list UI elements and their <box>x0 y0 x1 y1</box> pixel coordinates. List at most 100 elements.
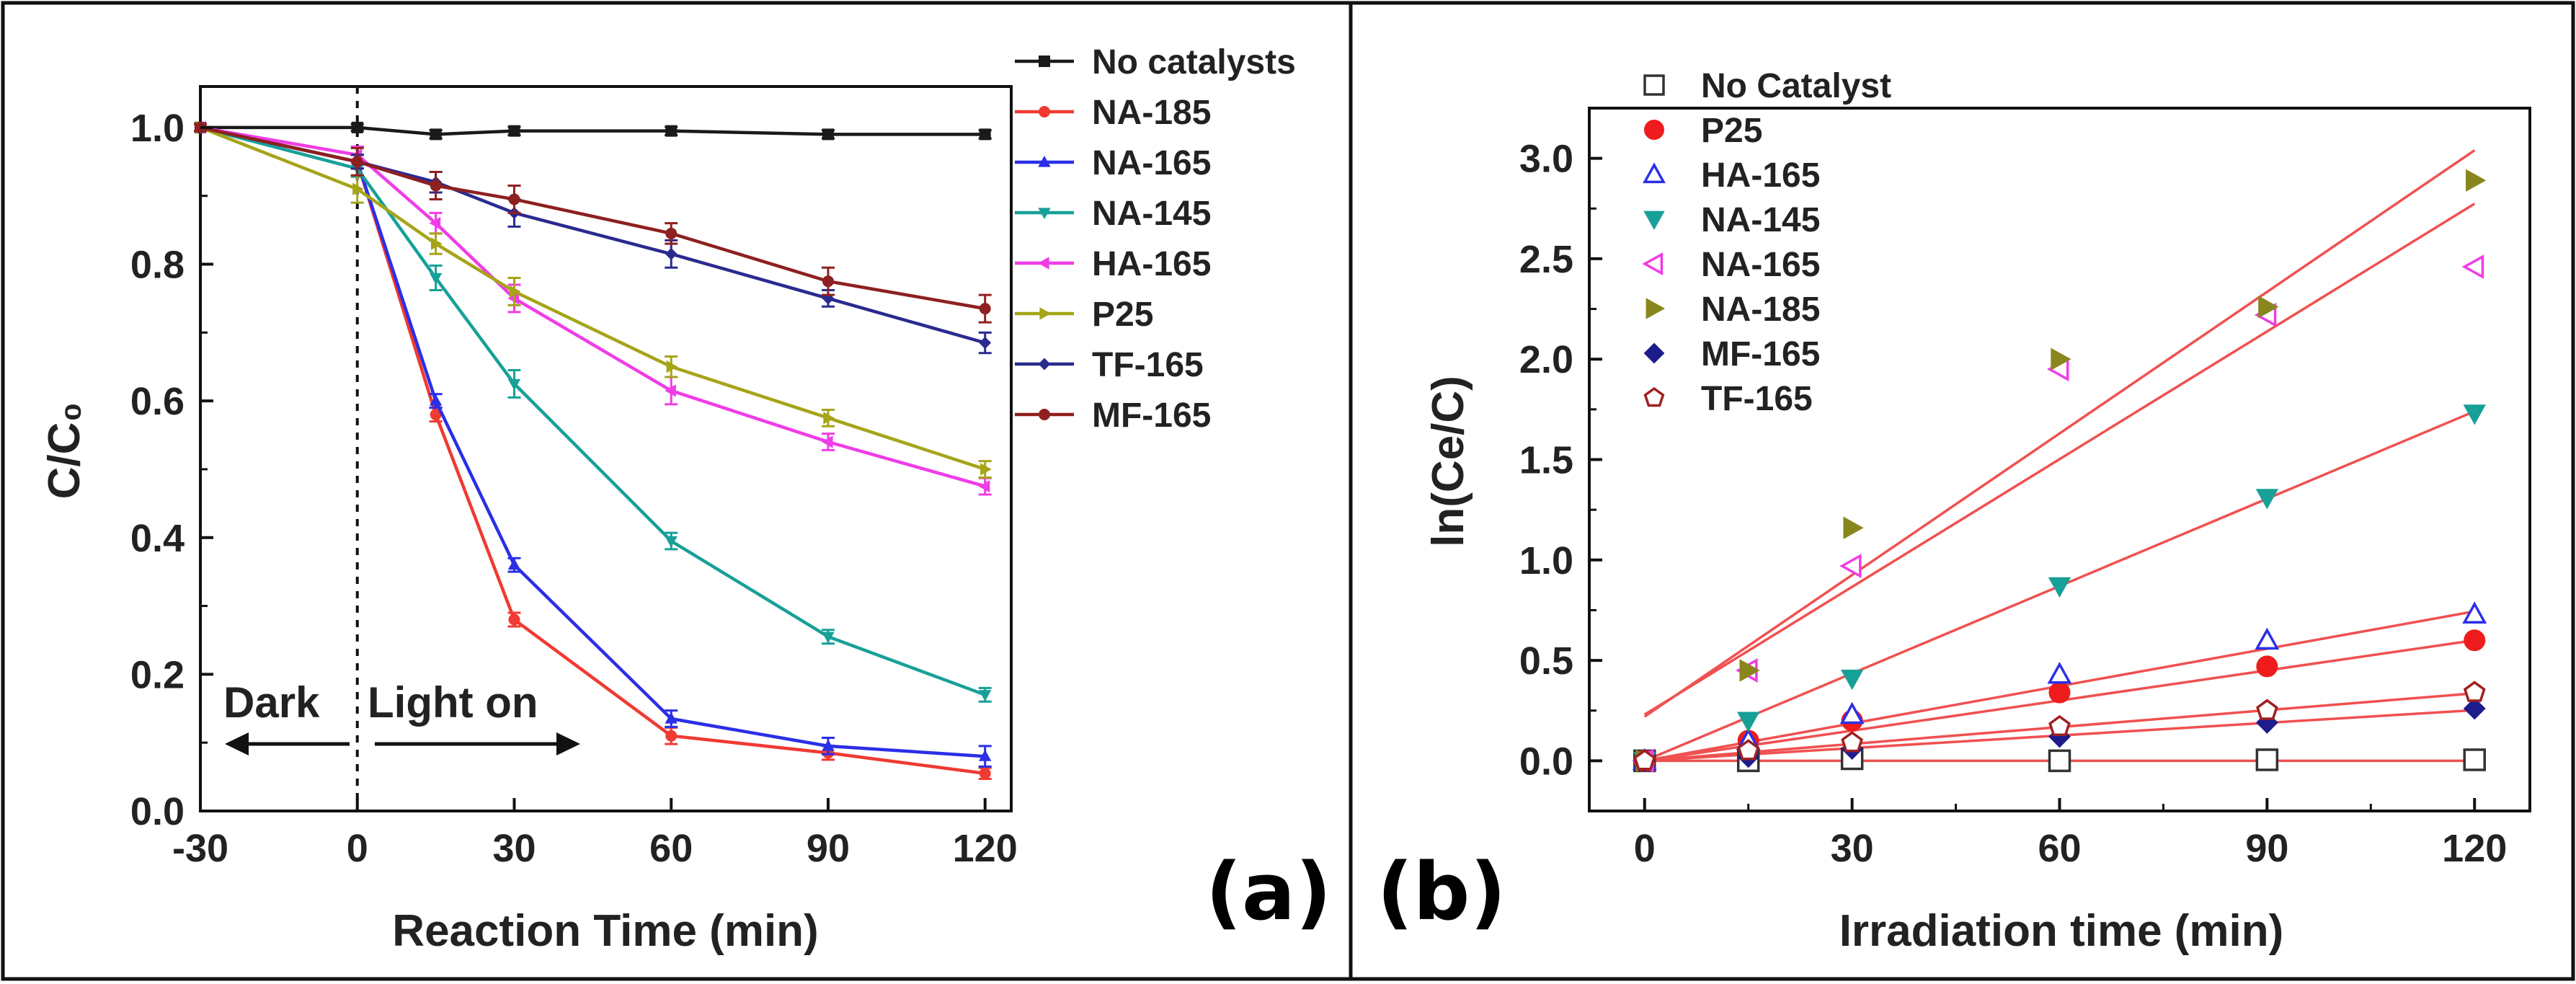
chart-a: -30 0 30 60 90 120 0.0 0.2 0.4 0.6 0.8 1.0 Reaction… <box>40 43 1331 956</box>
chart-b-ytick-label: 2.5 <box>1519 238 1573 281</box>
chart-b-point <box>2255 489 2279 510</box>
chart-a-point <box>351 121 363 133</box>
chart-b-point <box>2255 748 2279 771</box>
chart-a-legend-label: NA-165 <box>1092 144 1211 182</box>
chart-b-point <box>2047 661 2072 684</box>
chart-a-point <box>979 750 992 761</box>
chart-a-ytick-label: 0.0 <box>130 790 185 833</box>
chart-a-annotation-light-on: Light on <box>368 678 538 727</box>
chart-b-legend-label: NA-185 <box>1701 291 1820 329</box>
chart-b-fit-line-na-165 <box>1643 203 2476 716</box>
chart-a-light-arrow <box>375 732 580 755</box>
chart-b-legend-item: NA-145 <box>1643 201 1820 239</box>
chart-b-legend-label: No Catalyst <box>1701 67 1891 105</box>
chart-b-legend-item: NA-165 <box>1642 246 1820 284</box>
chart-a-point <box>822 128 834 141</box>
chart-b-point <box>2255 627 2280 650</box>
chart-b-point <box>2463 748 2486 771</box>
chart-a-point <box>508 613 520 626</box>
chart-a-point <box>429 272 443 285</box>
chart-b-point <box>2048 681 2071 704</box>
chart-a-legend-label: NA-185 <box>1092 94 1211 132</box>
chart-b-legend-item: No Catalyst <box>1643 67 1891 105</box>
chart-a-point <box>979 337 992 349</box>
chart-a-ylabel: C/C₀ <box>40 402 89 500</box>
chart-b-point <box>1839 701 1865 724</box>
chart-a-point <box>823 412 835 425</box>
chart-a-point <box>507 558 521 570</box>
chart-b-point <box>2466 169 2487 192</box>
chart-a-legend-label: TF-165 <box>1092 346 1204 384</box>
chart-b-ytick-label: 3.0 <box>1519 138 1573 181</box>
chart-b-point <box>2051 347 2071 371</box>
chart-a-series-line <box>200 125 985 136</box>
chart-a-legend-item: NA-145 <box>1015 195 1211 233</box>
chart-b-point <box>2463 404 2486 425</box>
chart-b-ytick-label: 2.0 <box>1519 338 1573 381</box>
chart-a-point <box>980 463 992 476</box>
chart-a-point <box>979 128 991 141</box>
chart-b-point <box>1739 659 1760 682</box>
chart-b-point <box>2256 655 2278 678</box>
chart-a-legend-item: NA-185 <box>1015 94 1211 132</box>
chart-a-point <box>430 128 442 141</box>
chart-b-legend-item: P25 <box>1644 112 1762 150</box>
chart-a-point <box>429 216 441 230</box>
chart-b-xtick-label: 30 <box>1831 827 1874 870</box>
chart-a-point <box>979 303 991 315</box>
chart-a-legend-label: HA-165 <box>1092 245 1211 283</box>
chart-b-legend-item: MF-165 <box>1643 335 1820 373</box>
chart-b-fit-line-na-185 <box>1643 149 2476 718</box>
chart-a-legend-marker <box>1039 307 1052 320</box>
chart-b-legend-marker <box>1643 386 1665 407</box>
chart-b-point <box>2461 254 2484 280</box>
chart-b-legend-item: NA-185 <box>1645 291 1820 329</box>
chart-a-legend-label: P25 <box>1092 296 1153 334</box>
chart-b-point <box>1736 712 1760 732</box>
chart-a-series-na-165 <box>194 120 992 768</box>
chart-a-plot-area <box>199 85 1013 812</box>
chart-a-legend-item: MF-165 <box>1015 396 1211 435</box>
chart-b: 0 30 60 90 120 0.0 0.5 1.0 1.5 2.0 2.5 3.0 Irradiat… <box>1377 67 2531 956</box>
chart-a-legend-label: NA-145 <box>1092 195 1211 233</box>
chart-a-point <box>351 156 363 168</box>
chart-b-point <box>2463 697 2486 720</box>
chart-a-legend-item: TF-165 <box>1015 346 1204 384</box>
chart-b-xtick-label: 120 <box>2442 827 2507 870</box>
chart-a-series-mf-165 <box>194 121 992 324</box>
chart-b-point <box>2256 699 2278 720</box>
chart-a-point <box>822 275 834 288</box>
panel-b-frame <box>1349 1 2575 981</box>
chart-b-point <box>2048 577 2071 598</box>
chart-a-point <box>665 384 676 397</box>
chart-a-point <box>666 360 678 373</box>
chart-b-legend-marker <box>1643 342 1665 364</box>
chart-a-ytick-label: 0.4 <box>130 517 185 560</box>
chart-a-point <box>429 394 443 406</box>
chart-a-annotation-dark: Dark <box>223 678 320 727</box>
chart-b-ytick-label: 0.5 <box>1519 639 1573 683</box>
chart-a-point <box>665 712 678 724</box>
chart-a-legend-marker <box>1039 106 1050 118</box>
chart-b-legend-marker <box>1643 162 1666 184</box>
chart-a-series-line <box>200 125 986 696</box>
chart-b-legend-marker <box>1644 120 1664 140</box>
chart-a-legend-marker <box>1038 208 1051 220</box>
chart-a-point <box>665 536 678 548</box>
chart-a-series-no-catalysts <box>194 121 992 141</box>
chart-a-legend-label: No catalysts <box>1092 43 1296 81</box>
chart-a-xtick-label: -30 <box>172 827 228 870</box>
chart-b-legend-item: TF-165 <box>1643 380 1813 418</box>
chart-b-xlabel: Irradiation time (min) <box>1839 906 2284 956</box>
chart-a-series-line <box>200 125 986 311</box>
chart-a-point <box>822 739 835 751</box>
chart-b-legend-marker <box>1643 74 1665 96</box>
chart-b-point <box>2048 714 2071 737</box>
chart-a-point <box>508 125 520 137</box>
chart-b-point <box>2462 601 2487 624</box>
chart-b-legend-label: NA-145 <box>1701 201 1820 239</box>
chart-a-point <box>665 730 678 742</box>
chart-b-point <box>2463 681 2486 702</box>
chart-b-legend-marker <box>1645 298 1666 319</box>
chart-b-legend-marker <box>1643 210 1665 231</box>
